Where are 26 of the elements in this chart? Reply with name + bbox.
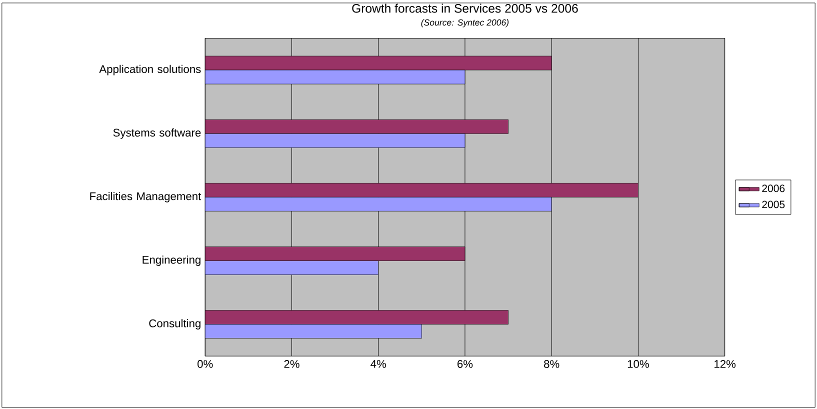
x-tick-label: 12% <box>714 360 736 368</box>
x-tick-label: 6% <box>458 360 473 368</box>
bar <box>205 196 552 212</box>
bar <box>205 260 379 275</box>
x-tick-label: 0% <box>198 360 213 368</box>
y-tick-label: Systems software <box>113 128 201 139</box>
bar <box>205 119 508 134</box>
chart-subtitle: (Source: Syntec 2006) <box>421 18 509 28</box>
x-tick-label: 8% <box>544 360 560 368</box>
x-tick-label: 2% <box>284 360 300 368</box>
bar <box>205 182 638 198</box>
y-tick-label: Facilities Management <box>90 192 202 202</box>
bar <box>205 246 466 261</box>
y-tick-label: Engineering <box>142 255 200 266</box>
bar <box>205 70 466 84</box>
x-tick-label: 10% <box>628 360 649 368</box>
chart-title: Growth forcasts in Services 2005 vs 2006 <box>352 4 578 13</box>
legend-label: 2006 <box>762 184 785 192</box>
bar <box>205 56 552 70</box>
y-tick-label: Application solutions <box>99 64 201 76</box>
legend-label: 2005 <box>762 200 785 208</box>
x-tick-label: 4% <box>370 360 386 368</box>
bar <box>205 133 466 148</box>
bar <box>205 324 422 338</box>
y-tick-label: Consulting <box>149 318 200 330</box>
bar <box>205 310 508 324</box>
